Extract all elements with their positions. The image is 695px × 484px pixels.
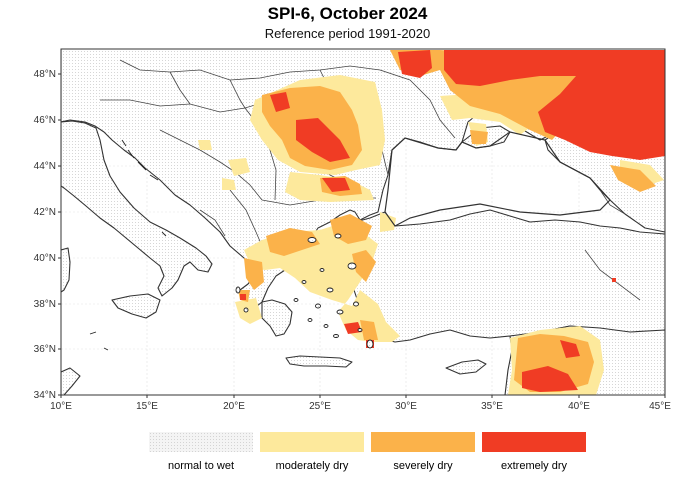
lat-tick-label: 40°N — [34, 253, 56, 264]
legend: normal to wet moderately dry severely dr… — [149, 432, 589, 476]
legend-item-normal: normal to wet — [149, 432, 253, 472]
land-north-africa — [61, 367, 81, 395]
lon-tick-label: 25°E — [309, 401, 331, 412]
legend-swatch-extreme — [482, 432, 586, 452]
aegean-islands — [235, 233, 374, 349]
lat-tick-label: 48°N — [34, 69, 56, 80]
legend-swatch-moderate — [260, 432, 364, 452]
land-peloponnese — [261, 299, 293, 337]
lon-tick-label: 20°E — [223, 401, 245, 412]
lon-tick-label: 40°E — [568, 401, 590, 412]
legend-label: normal to wet — [167, 460, 235, 472]
lon-tick-label: 15°E — [136, 401, 158, 412]
lon-tick-label: 30°E — [395, 401, 417, 412]
lat-axis: 34°N 36°N 38°N 40°N 42°N 44°N 46°N 48°N — [34, 69, 56, 401]
lat-tick-label: 42°N — [34, 207, 56, 218]
legend-swatch-severe — [371, 432, 475, 452]
lon-axis: 10°E 15°E 20°E 25°E 30°E 35°E 40°E 45°E — [50, 401, 671, 412]
lat-tick-label: 46°N — [34, 115, 56, 126]
legend-item-extreme: extremely dry — [482, 432, 586, 472]
legend-item-severe: severely dry — [371, 432, 475, 472]
land-sicily — [111, 293, 161, 319]
lon-tick-label: 45°E — [649, 401, 671, 412]
map-subtitle: Reference period 1991-2020 — [264, 26, 431, 41]
land-italy — [61, 120, 213, 297]
lon-ticks — [60, 395, 666, 398]
map-title: SPI-6, October 2024 — [267, 4, 428, 23]
legend-swatch-normal — [149, 432, 253, 452]
adriatic-islands — [89, 139, 167, 351]
land-cyprus — [445, 359, 487, 375]
land-anatolia — [349, 209, 665, 343]
lat-tick-label: 36°N — [34, 344, 56, 355]
lon-tick-label: 35°E — [481, 401, 503, 412]
plot-frame — [60, 48, 666, 396]
black-sea-coast — [384, 131, 611, 227]
legend-label: moderately dry — [275, 460, 349, 472]
lon-tick-label: 10°E — [50, 401, 72, 412]
lat-tick-label: 34°N — [34, 390, 56, 401]
lat-tick-label: 38°N — [34, 299, 56, 310]
legend-item-moderate: moderately dry — [260, 432, 364, 472]
land-crete — [285, 355, 353, 368]
lat-tick-label: 44°N — [34, 161, 56, 172]
legend-label: extremely dry — [500, 460, 568, 472]
legend-label: severely dry — [393, 460, 453, 472]
land-sardinia — [61, 247, 71, 293]
drought-extreme — [240, 50, 665, 392]
lat-ticks — [58, 73, 61, 396]
